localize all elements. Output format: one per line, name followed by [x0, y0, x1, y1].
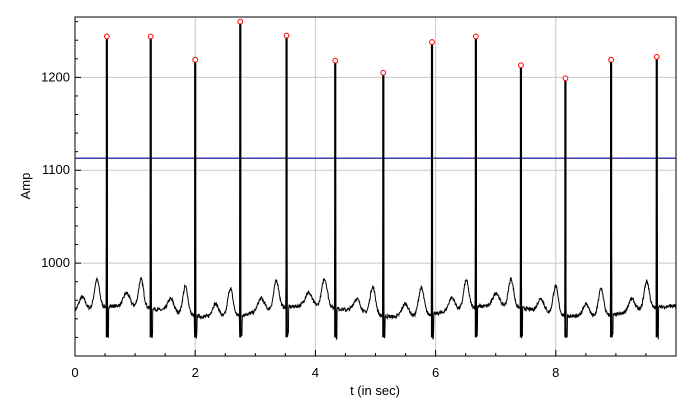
peak-marker — [653, 54, 660, 60]
peak-marker — [332, 57, 339, 64]
peak-marker — [283, 32, 290, 39]
x-tick-label: 2 — [192, 365, 199, 380]
x-tick-label: 6 — [432, 365, 439, 380]
peak-marker — [429, 39, 435, 45]
y-tick-label: 1100 — [42, 162, 70, 177]
y-axis-label: Amp — [18, 173, 33, 200]
peak-markers — [103, 18, 660, 338]
x-axis-label: t (in sec) — [350, 383, 400, 398]
x-tick-label: 0 — [71, 365, 78, 380]
peak-marker — [237, 18, 244, 25]
peak-marker — [472, 33, 479, 40]
x-tick-label: 8 — [552, 365, 559, 380]
peak-marker — [608, 56, 614, 63]
peak-marker — [562, 75, 569, 82]
peak-marker — [518, 62, 524, 69]
plot-background — [75, 17, 676, 356]
x-tick-label: 4 — [312, 365, 319, 380]
axis-ticks: 0 2 4 6 8 1000 1100 1200 — [41, 21, 647, 380]
grid — [75, 17, 676, 356]
peak-marker — [147, 33, 154, 40]
peak-marker — [192, 56, 199, 63]
y-tick-label: 1200 — [41, 69, 70, 84]
ecg-signal-line — [74, 21, 677, 341]
peak-marker — [103, 33, 110, 40]
y-tick-label: 1000 — [41, 255, 70, 270]
peak-marker — [380, 69, 387, 76]
